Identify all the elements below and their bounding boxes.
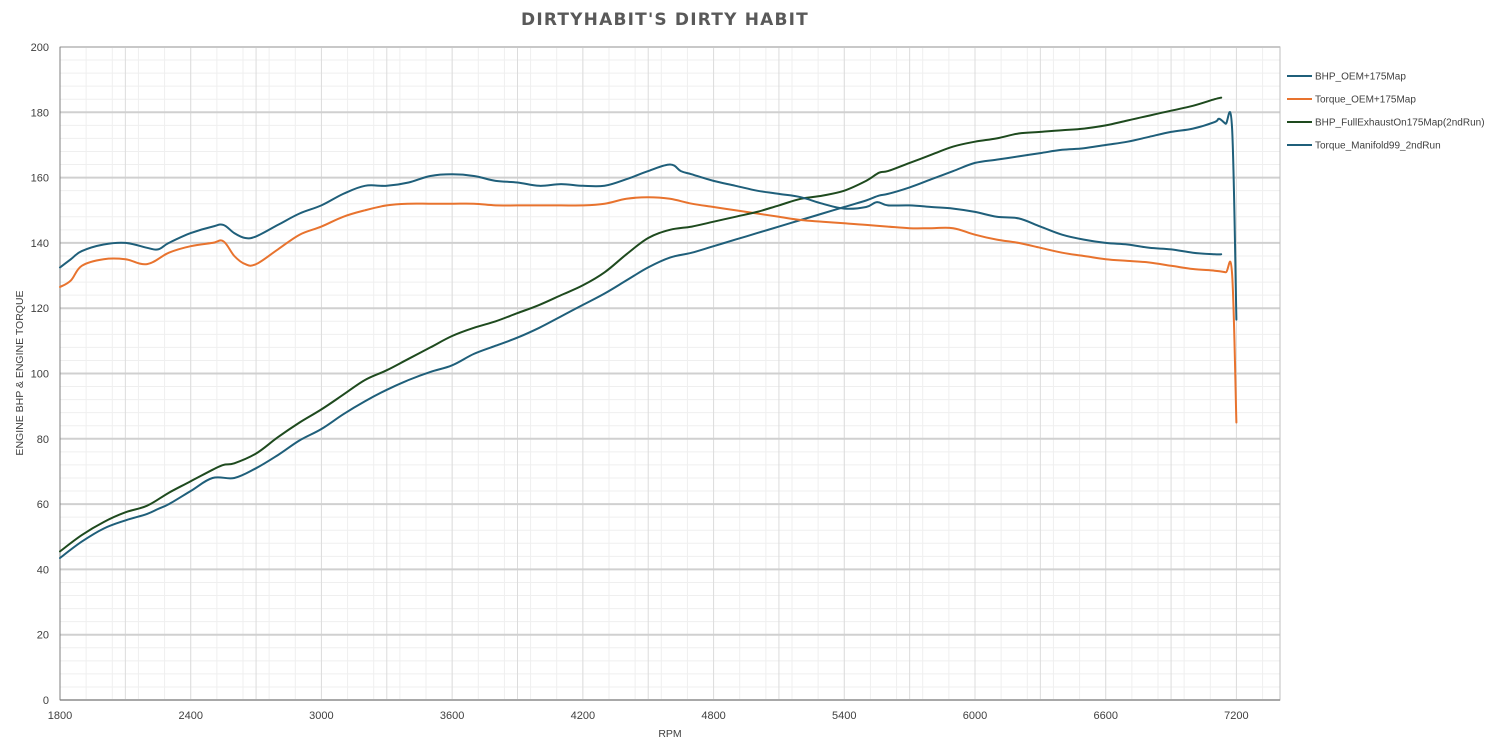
x-tick-label: 5400 <box>832 710 856 722</box>
x-tick-label: 6000 <box>963 710 987 722</box>
series-line-3 <box>59 96 1223 553</box>
x-tick-label: 3600 <box>440 710 464 722</box>
y-axis-title: ENGINE BHP & ENGINE TORQUE <box>14 290 26 455</box>
y-tick-labels: 0 20 40 60 80 100 120 140 160 180 200 <box>31 42 49 707</box>
y-tick-label: 80 <box>37 434 49 446</box>
legend: BHP_OEM+175Map Torque_OEM+175Map BHP_FullE… <box>1287 72 1485 152</box>
x-tick-label: 7200 <box>1224 710 1248 722</box>
y-tick-label: 140 <box>31 238 49 250</box>
y-tick-label: 20 <box>37 630 49 642</box>
y-tick-label: 60 <box>37 499 49 511</box>
chart-title: DIRTYHABIT'S DIRTY HABIT <box>521 10 809 30</box>
x-axis-title: RPM <box>658 728 681 740</box>
x-tick-label: 2400 <box>178 710 202 722</box>
series-lines <box>59 96 1238 559</box>
y-tick-label: 100 <box>31 369 49 381</box>
legend-label: BHP_OEM+175Map <box>1315 72 1406 83</box>
x-tick-label: 3000 <box>309 710 333 722</box>
series-line-4 <box>59 163 1223 269</box>
series-line-2 <box>59 196 1238 424</box>
x-tick-label: 4800 <box>701 710 725 722</box>
x-tick-labels: 1800 2400 3000 3600 4200 4800 5400 6000 6600 7200 <box>48 710 1249 722</box>
y-tick-label: 40 <box>37 564 49 576</box>
y-tick-label: 0 <box>43 695 49 707</box>
x-tick-label: 1800 <box>48 710 72 722</box>
y-tick-label: 200 <box>31 42 49 54</box>
y-tick-label: 160 <box>31 173 49 185</box>
series-line-1 <box>59 111 1238 559</box>
y-tick-label: 180 <box>31 107 49 119</box>
legend-label: Torque_OEM+175Map <box>1315 95 1416 106</box>
x-tick-label: 6600 <box>1093 710 1117 722</box>
legend-label: BHP_FullExhaustOn175Map(2ndRun) <box>1315 118 1485 129</box>
major-grid <box>59 46 1280 701</box>
x-tick-label: 4200 <box>571 710 595 722</box>
legend-label: Torque_Manifold99_2ndRun <box>1315 141 1441 152</box>
y-tick-label: 120 <box>31 303 49 315</box>
